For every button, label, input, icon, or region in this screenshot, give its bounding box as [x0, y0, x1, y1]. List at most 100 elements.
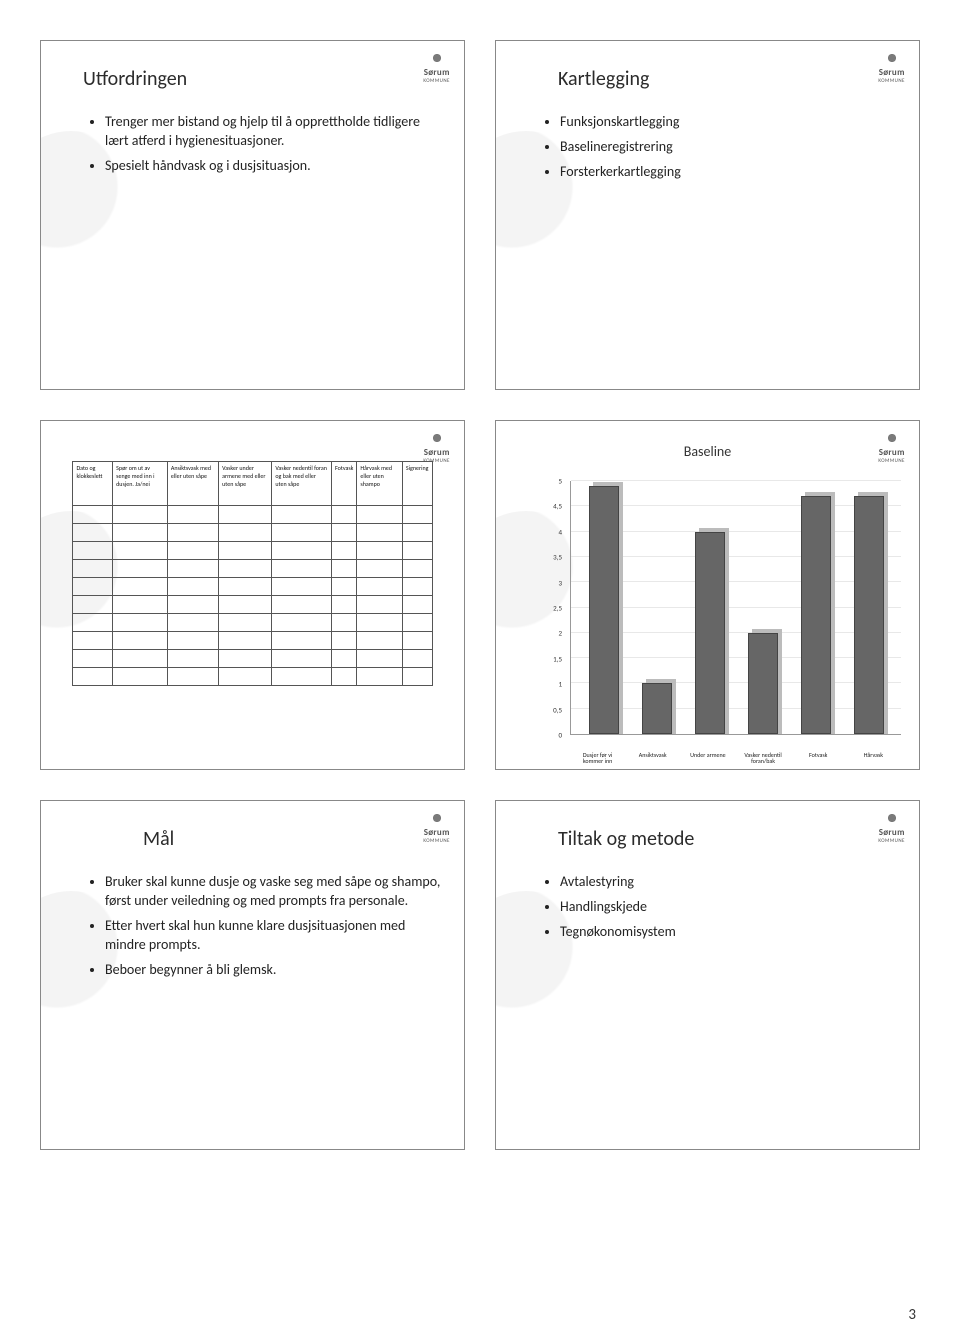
- y-tick: 1: [558, 680, 562, 689]
- y-tick: 1,5: [553, 654, 562, 663]
- registration-table: Dato og klokkeslett Spør om ut av senge …: [72, 461, 432, 686]
- logo-icon: [885, 431, 899, 445]
- logo-name: Sørum: [878, 447, 905, 458]
- logo-sub: KOMMUNE: [878, 458, 905, 464]
- logo: Sørum KOMMUNE: [878, 811, 905, 844]
- bullet-item: Tegnøkonomisystem: [560, 923, 897, 942]
- y-tick: 0: [558, 731, 562, 740]
- table-row: [73, 506, 432, 524]
- slide-baseline-chart: Sørum KOMMUNE Baseline 0 0,5 1 1,5 2 2,5 3 3,5 4…: [495, 420, 920, 770]
- y-tick: 3: [558, 578, 562, 587]
- slide-utfordringen: Sørum KOMMUNE Utfordringen Trenger mer b…: [40, 40, 465, 390]
- x-label: Fotvask: [795, 752, 841, 765]
- table-row: [73, 524, 432, 542]
- table-body: [73, 506, 432, 686]
- slide-title: Utfordringen: [83, 67, 442, 91]
- table-header: Vasker nedentil foran og bak med eller u…: [272, 462, 332, 506]
- x-label: Hårvask: [850, 752, 896, 765]
- y-tick: 0,5: [553, 705, 562, 714]
- table-header-row: Dato og klokkeslett Spør om ut av senge …: [73, 462, 432, 506]
- y-axis: 00,511,522,533,544,55: [544, 481, 566, 735]
- bullet-item: Bruker skal kunne dusje og vaske seg med…: [105, 873, 442, 911]
- bullet-item: Spesielt håndvask og i dusjsituasjon.: [105, 157, 442, 176]
- table-row: [73, 632, 432, 650]
- y-tick: 4,5: [553, 502, 562, 511]
- slide-kartlegging: Sørum KOMMUNE Kartlegging Funksjonskartl…: [495, 40, 920, 390]
- table-header: Hårvask med eller uten shampo: [357, 462, 403, 506]
- table-row: [73, 596, 432, 614]
- bullet-list: Trenger mer bistand og hjelp til å oppre…: [63, 113, 442, 176]
- logo-name: Sørum: [878, 827, 905, 838]
- table-row: [73, 650, 432, 668]
- bullet-list: Funksjonskartlegging Baselineregistrerin…: [518, 113, 897, 182]
- bullet-item: Funksjonskartlegging: [560, 113, 897, 132]
- bullet-item: Etter hvert skal hun kunne klare dusjsit…: [105, 917, 442, 955]
- y-tick: 4: [558, 527, 562, 536]
- bullet-list: Bruker skal kunne dusje og vaske seg med…: [63, 873, 442, 979]
- y-tick: 5: [558, 477, 562, 486]
- table-header: Vasker under armene med eller uten såpe: [219, 462, 272, 506]
- logo-sub: KOMMUNE: [423, 78, 450, 84]
- table-header: Spør om ut av senge med inn i dusjen. Ja…: [113, 462, 168, 506]
- logo: Sørum KOMMUNE: [423, 431, 450, 464]
- x-label: Ansiktsvask: [630, 752, 676, 765]
- table-header: Dato og klokkeslett: [73, 462, 113, 506]
- bar: [589, 486, 619, 734]
- logo-icon: [430, 431, 444, 445]
- logo-name: Sørum: [878, 67, 905, 78]
- logo-sub: KOMMUNE: [878, 838, 905, 844]
- logo-sub: KOMMUNE: [423, 458, 450, 464]
- slide-grid: Sørum KOMMUNE Utfordringen Trenger mer b…: [40, 40, 920, 1150]
- plot-area: [570, 481, 901, 735]
- logo-name: Sørum: [423, 827, 450, 838]
- bullet-item: Avtalestyring: [560, 873, 897, 892]
- bullet-list: Avtalestyring Handlingskjede Tegnøkonomi…: [518, 873, 897, 942]
- logo-icon: [885, 51, 899, 65]
- logo: Sørum KOMMUNE: [878, 51, 905, 84]
- logo: Sørum KOMMUNE: [423, 811, 450, 844]
- slide-title: Tiltak og metode: [558, 827, 897, 851]
- table-row: [73, 560, 432, 578]
- x-label: Under armene: [685, 752, 731, 765]
- logo-name: Sørum: [423, 67, 450, 78]
- table-row: [73, 668, 432, 686]
- x-axis-labels: Dusjer før vi kommer inn Ansiktsvask Under…: [570, 752, 901, 765]
- logo: Sørum KOMMUNE: [423, 51, 450, 84]
- x-label: Dusjer før vi kommer inn: [575, 752, 621, 765]
- chart-area: 00,511,522,533,544,55: [544, 481, 901, 735]
- bar: [854, 496, 884, 734]
- bullet-item: Handlingskjede: [560, 898, 897, 917]
- y-tick: 3,5: [553, 553, 562, 562]
- logo-icon: [430, 51, 444, 65]
- slide-table: Sørum KOMMUNE Dato og klokkeslett Spør o…: [40, 420, 465, 770]
- slide-mal: Sørum KOMMUNE Mål Bruker skal kunne dusj…: [40, 800, 465, 1150]
- bullet-item: Baselineregistrering: [560, 138, 897, 157]
- x-label: Vasker nedentil foran/bak: [740, 752, 786, 765]
- table-row: [73, 614, 432, 632]
- chart-title: Baseline: [496, 443, 919, 460]
- table-header: Signering: [402, 462, 432, 506]
- bar: [801, 496, 831, 734]
- bullet-item: Forsterkerkartlegging: [560, 163, 897, 182]
- y-tick: 2: [558, 629, 562, 638]
- logo-name: Sørum: [423, 447, 450, 458]
- bars-container: [571, 481, 901, 734]
- table-header: Ansiktsvask med eller uten såpe: [167, 462, 218, 506]
- logo-sub: KOMMUNE: [878, 78, 905, 84]
- table-row: [73, 542, 432, 560]
- y-tick: 2,5: [553, 604, 562, 613]
- slide-tiltak: Sørum KOMMUNE Tiltak og metode Avtalesty…: [495, 800, 920, 1150]
- slide-title: Kartlegging: [558, 67, 897, 91]
- slide-title: Mål: [143, 827, 442, 851]
- bullet-item: Beboer begynner å bli glemsk.: [105, 961, 442, 980]
- table-row: [73, 578, 432, 596]
- bar: [642, 683, 672, 734]
- logo-icon: [885, 811, 899, 825]
- bullet-item: Trenger mer bistand og hjelp til å oppre…: [105, 113, 442, 151]
- page-number: 3: [908, 1306, 916, 1324]
- bar: [695, 532, 725, 734]
- table-header: Fotvask: [331, 462, 356, 506]
- logo-sub: KOMMUNE: [423, 838, 450, 844]
- logo-icon: [430, 811, 444, 825]
- bar: [748, 633, 778, 734]
